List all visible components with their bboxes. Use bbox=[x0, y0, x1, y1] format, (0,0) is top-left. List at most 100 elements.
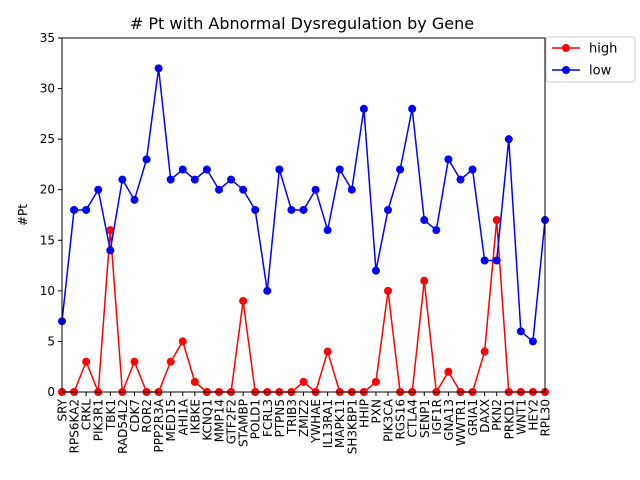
data-point-low bbox=[408, 104, 417, 113]
y-axis: 0 5 10 15 20 25 30 35 bbox=[40, 31, 62, 399]
x-tick-label: KCNQ1 bbox=[200, 399, 214, 441]
data-point-low bbox=[299, 205, 308, 214]
data-point-low bbox=[239, 185, 248, 194]
data-point-low bbox=[70, 205, 79, 214]
data-point-low bbox=[178, 165, 187, 174]
x-tick-label: RAD54L2 bbox=[116, 399, 130, 454]
data-point-low bbox=[118, 175, 127, 184]
x-tick-label: GRIA1 bbox=[466, 399, 480, 436]
data-point-low bbox=[504, 135, 513, 144]
data-point-low bbox=[166, 175, 175, 184]
y-tick-label: 15 bbox=[40, 233, 55, 247]
y-tick-label: 25 bbox=[40, 132, 55, 146]
x-tick-label: PTPN5 bbox=[273, 399, 287, 437]
x-tick-label: POLD1 bbox=[249, 399, 263, 439]
data-point-high bbox=[178, 337, 187, 346]
x-tick-label: WWTR1 bbox=[454, 399, 468, 446]
data-point-high bbox=[323, 347, 332, 356]
series-layer bbox=[58, 64, 549, 396]
x-tick-label: MED15 bbox=[164, 399, 178, 441]
data-point-low bbox=[335, 165, 344, 174]
data-point-low bbox=[251, 205, 260, 214]
data-point-low bbox=[287, 205, 296, 214]
data-point-low bbox=[516, 327, 525, 336]
x-axis: SRYRPS6KA2CRKLPIK3R1TBK1RAD54L2CDK7ROR2P… bbox=[56, 392, 553, 454]
x-tick-label: RGS16 bbox=[394, 399, 408, 440]
x-tick-label: MMP14 bbox=[212, 399, 226, 442]
data-point-low bbox=[420, 216, 429, 225]
x-tick-label: MAPK11 bbox=[333, 399, 347, 448]
data-point-low bbox=[456, 175, 465, 184]
series-high bbox=[58, 216, 549, 396]
data-point-low bbox=[359, 104, 368, 113]
data-point-high bbox=[82, 357, 91, 366]
data-point-low bbox=[468, 165, 477, 174]
x-tick-label: IKBKE bbox=[188, 399, 202, 434]
x-tick-label: PRKD1 bbox=[502, 399, 516, 439]
data-point-low bbox=[154, 64, 163, 73]
legend: high low bbox=[545, 36, 636, 83]
data-point-high bbox=[371, 377, 380, 386]
legend-marker-high bbox=[562, 44, 570, 52]
data-point-low bbox=[528, 337, 537, 346]
data-point-low bbox=[444, 155, 453, 164]
data-point-high bbox=[420, 276, 429, 285]
data-point-low bbox=[94, 185, 103, 194]
x-tick-label: RPL30 bbox=[539, 399, 553, 437]
x-tick-label: CTLA4 bbox=[406, 399, 420, 438]
series-line-low bbox=[61, 67, 546, 343]
x-tick-label: ZMIZ2 bbox=[297, 399, 311, 437]
data-point-low bbox=[480, 256, 489, 265]
data-point-low bbox=[82, 205, 91, 214]
data-point-high bbox=[444, 367, 453, 376]
y-tick-label: 30 bbox=[40, 82, 55, 96]
x-tick-label: IL13RA1 bbox=[321, 399, 335, 448]
x-tick-label: TBK1 bbox=[104, 399, 118, 431]
data-point-low bbox=[202, 165, 211, 174]
data-point-low bbox=[347, 185, 356, 194]
x-tick-label: HHIP bbox=[357, 399, 371, 428]
y-tick-label: 10 bbox=[40, 284, 55, 298]
data-point-high bbox=[480, 347, 489, 356]
x-tick-label: PKN2 bbox=[490, 399, 504, 431]
data-point-high bbox=[190, 377, 199, 386]
data-point-low bbox=[275, 165, 284, 174]
x-tick-label: PIK3CA bbox=[382, 398, 396, 442]
x-tick-label: SRY bbox=[56, 398, 70, 421]
x-tick-label: GTF2F2 bbox=[225, 399, 239, 444]
x-tick-label: PPP2R3A bbox=[152, 398, 166, 452]
data-point-low bbox=[130, 195, 139, 204]
data-point-high bbox=[106, 226, 115, 235]
data-point-high bbox=[299, 377, 308, 386]
data-point-low bbox=[263, 286, 272, 295]
x-tick-label: WNT1 bbox=[514, 399, 528, 435]
x-tick-label: DAXX bbox=[478, 399, 492, 433]
chart-title: # Pt with Abnormal Dysregulation by Gene bbox=[130, 14, 474, 33]
data-point-high bbox=[239, 296, 248, 305]
x-tick-label: YWHAE bbox=[309, 399, 323, 444]
x-tick-label: AHI1A bbox=[176, 398, 190, 435]
y-tick-label: 5 bbox=[47, 334, 55, 348]
x-tick-label: FCRL3 bbox=[261, 399, 275, 437]
x-tick-label: TRIB3 bbox=[285, 399, 299, 435]
data-point-low bbox=[396, 165, 405, 174]
legend-marker-low bbox=[562, 66, 570, 74]
legend-label-low: low bbox=[589, 64, 612, 79]
x-tick-label: SH3KBP1 bbox=[345, 399, 359, 454]
y-tick-label: 0 bbox=[47, 385, 55, 399]
x-tick-label: GNA13 bbox=[442, 399, 456, 441]
x-tick-label: PXN bbox=[369, 399, 383, 423]
legend-label-high: high bbox=[589, 42, 617, 57]
x-tick-label: IGF1R bbox=[430, 399, 444, 435]
x-tick-label: STAMBP bbox=[237, 399, 251, 447]
data-point-low bbox=[371, 266, 380, 275]
x-tick-label: CRKL bbox=[80, 399, 94, 431]
data-point-low bbox=[214, 185, 223, 194]
plot-frame bbox=[61, 37, 546, 393]
data-point-low bbox=[311, 185, 320, 194]
x-tick-label: PIK3R1 bbox=[92, 399, 106, 441]
data-point-low bbox=[106, 246, 115, 255]
x-tick-label: SENP1 bbox=[418, 399, 432, 438]
y-tick-label: 35 bbox=[40, 31, 55, 45]
